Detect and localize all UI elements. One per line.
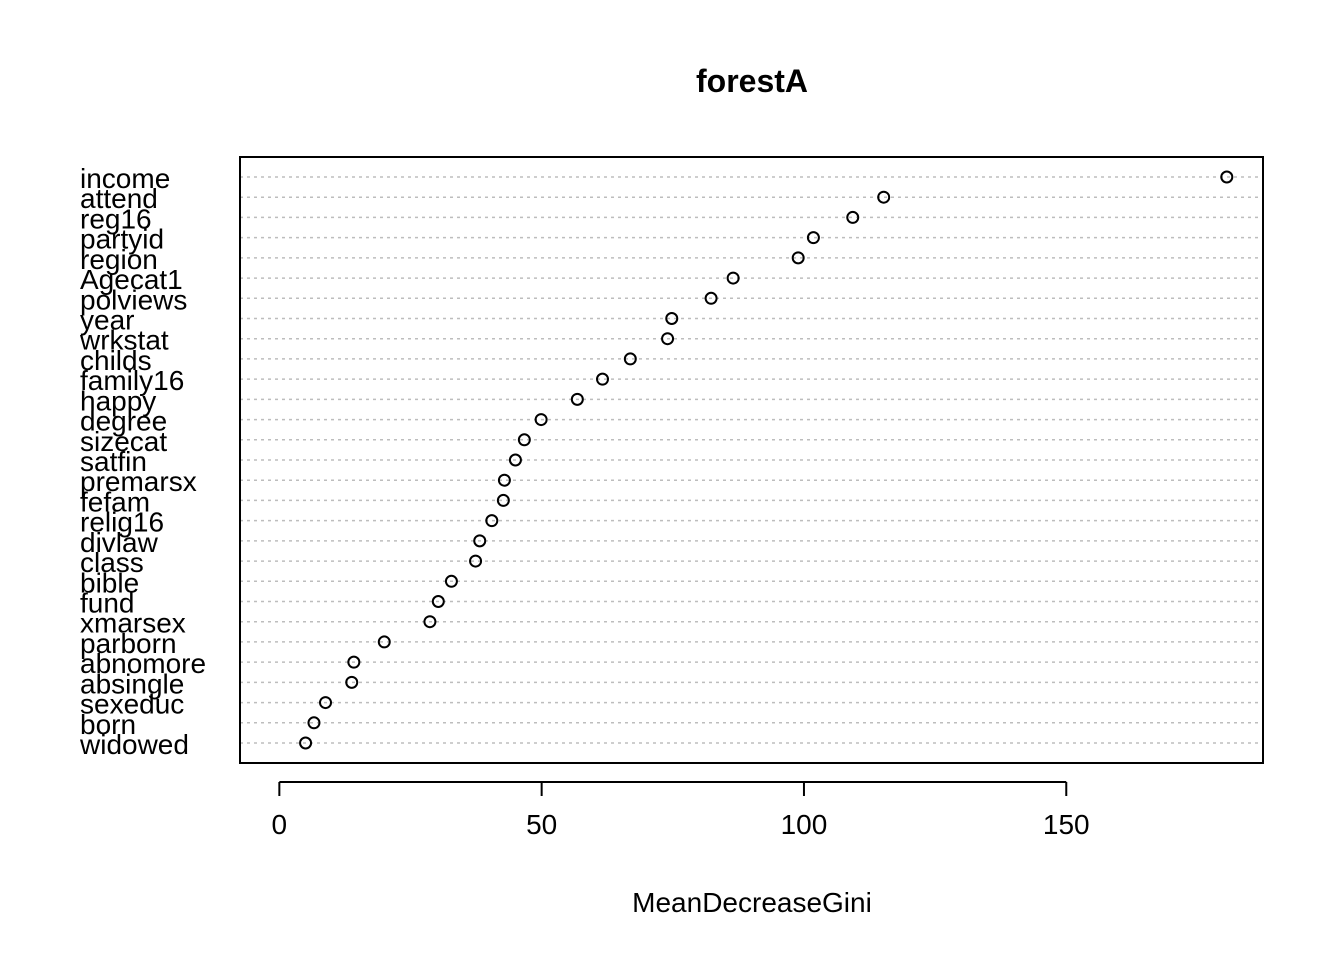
chart-title: forestA [696, 63, 808, 99]
category-label: absingle [80, 668, 184, 699]
data-point [846, 210, 860, 224]
category-label: xmarsex [80, 608, 186, 639]
data-point [307, 716, 321, 730]
category-label: divlaw [80, 527, 159, 558]
category-label: born [80, 709, 136, 740]
x-axis: 0 50 100 150 [272, 781, 1090, 840]
category-label: bible [80, 567, 139, 598]
data-point [534, 413, 548, 427]
category-label: satfin [80, 446, 147, 477]
category-label: class [80, 547, 144, 578]
category-label: wrkstat [79, 325, 169, 356]
category-label: happy [80, 385, 156, 416]
data-point [517, 433, 531, 447]
category-label: childs [80, 345, 152, 376]
category-label: partyid [80, 224, 164, 255]
category-label: family16 [80, 365, 184, 396]
data-point [485, 514, 499, 528]
data-point [570, 392, 584, 406]
data-point [726, 271, 740, 285]
category-label: region [80, 244, 158, 275]
category-label: abnomore [80, 648, 206, 679]
data-point [496, 493, 510, 507]
data-point [508, 453, 522, 467]
category-label: Agecat1 [80, 264, 183, 295]
category-label: fund [80, 588, 135, 619]
data-point [469, 554, 483, 568]
plot-frame [239, 156, 1264, 764]
category-label: sexeduc [80, 689, 184, 720]
data-point [665, 312, 679, 325]
x-tick-label: 50 [526, 809, 557, 840]
x-tick-label: 100 [781, 809, 828, 840]
category-label: attend [80, 183, 158, 214]
data-point [623, 352, 637, 366]
data-point [345, 675, 359, 689]
data-point [423, 615, 437, 629]
category-label: premarsx [80, 466, 197, 497]
category-label: sizecat [80, 426, 167, 457]
category-label: parborn [80, 628, 177, 659]
data-point [1220, 170, 1234, 184]
data-point [299, 736, 313, 750]
category-label: degree [80, 406, 167, 437]
data-point [347, 655, 361, 669]
data-point [661, 332, 675, 346]
x-axis-label: MeanDecreaseGini [632, 887, 872, 918]
data-point [473, 534, 487, 548]
data-point [497, 473, 511, 487]
category-label: polviews [80, 284, 187, 315]
grid-lines [240, 176, 1263, 744]
data-point [877, 190, 891, 204]
x-tick-label: 0 [272, 809, 288, 840]
category-label: widowed [79, 729, 189, 760]
data-point [596, 372, 610, 386]
data-points [299, 170, 1234, 750]
category-label: income [80, 163, 170, 194]
data-point [431, 595, 445, 608]
category-label: relig16 [80, 507, 164, 538]
category-label: fefam [80, 486, 150, 517]
data-point [444, 574, 458, 588]
data-point [704, 291, 718, 305]
data-point [791, 251, 805, 265]
category-label: reg16 [80, 203, 152, 234]
category-label: year [80, 305, 134, 336]
x-tick-label: 150 [1043, 809, 1090, 840]
category-labels: incomeattendreg16partyidregionAgecat1pol… [79, 163, 206, 760]
data-point [319, 696, 333, 710]
data-point [806, 231, 820, 245]
data-point [377, 635, 391, 649]
